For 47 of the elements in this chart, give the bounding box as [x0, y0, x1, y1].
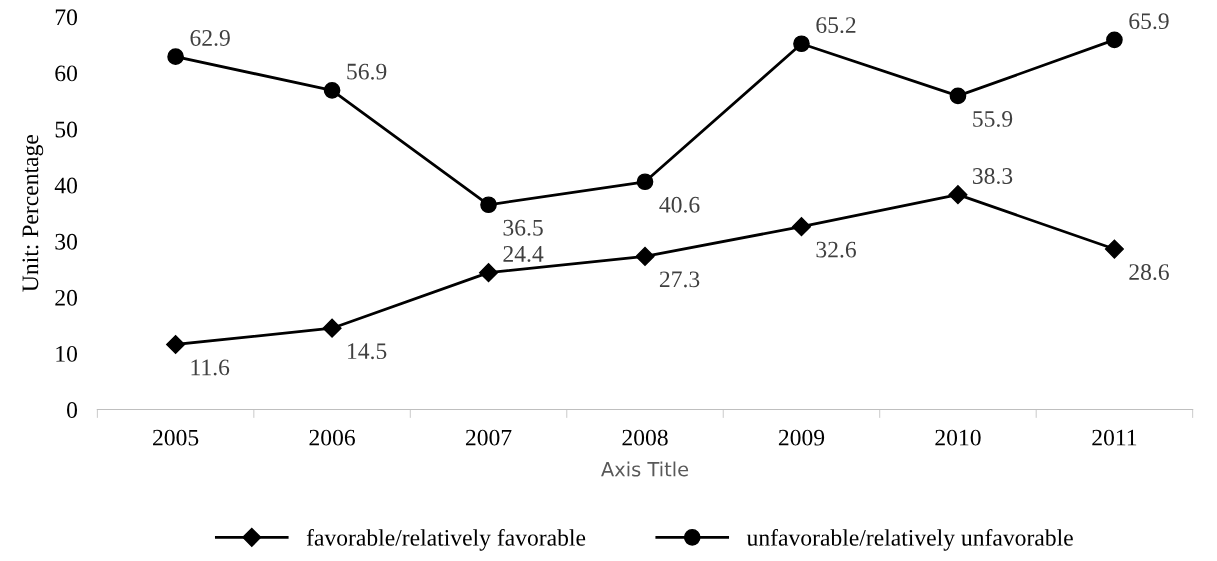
data-label: 56.9: [347, 63, 387, 80]
point: [479, 263, 499, 283]
y-tick-label: 30: [55, 233, 78, 250]
data-label: 27.3: [659, 271, 700, 288]
data-label: 32.6: [816, 241, 856, 258]
x-tick-label: 2005: [153, 429, 199, 446]
point: [323, 81, 341, 99]
x-tick-label: 2011: [1092, 429, 1137, 446]
x-axis-title: Axis Title: [601, 461, 689, 477]
data-label: 65.2: [816, 17, 856, 34]
point: [1106, 31, 1123, 49]
legend-label: unfavorable/relatively unfavorable: [746, 528, 1073, 551]
data-label: 28.6: [1129, 264, 1169, 281]
x-tick-label: 2006: [309, 429, 355, 446]
data-label: 55.9: [973, 110, 1013, 127]
point: [322, 318, 342, 338]
point: [166, 334, 186, 354]
y-tick-label: 50: [55, 121, 78, 138]
data-label: 36.5: [503, 219, 543, 236]
point: [636, 173, 654, 191]
y-tick-label: 20: [55, 289, 78, 306]
x-tick-label: 2008: [622, 429, 668, 446]
point: [948, 185, 968, 205]
point: [167, 48, 184, 65]
point: [1104, 239, 1124, 259]
point: [949, 87, 967, 105]
data-label: 38.3: [972, 167, 1013, 185]
y-tick-label: 60: [55, 65, 78, 82]
data-label: 40.6: [659, 196, 700, 213]
y-tick-label: 70: [55, 9, 78, 26]
point: [480, 196, 497, 214]
x-tick-label: 2010: [935, 429, 981, 446]
y-tick-label: 40: [54, 177, 78, 194]
point: [791, 217, 812, 237]
data-label: 14.5: [348, 343, 387, 360]
point: [635, 246, 655, 266]
legend-label: favorable/relatively favorable: [306, 528, 586, 551]
data-label: 24.4: [503, 246, 544, 262]
y-tick-label: 10: [56, 345, 78, 362]
data-label: 11.6: [191, 359, 230, 376]
x-tick-label: 2007: [465, 429, 512, 446]
y-tick-label: 0: [67, 402, 78, 418]
x-tick-label: 2009: [778, 429, 825, 446]
y-axis-title: Unit: Percentage: [22, 135, 44, 292]
data-label: 62.9: [190, 30, 230, 47]
data-label: 65.9: [1129, 13, 1169, 30]
point: [793, 35, 810, 53]
